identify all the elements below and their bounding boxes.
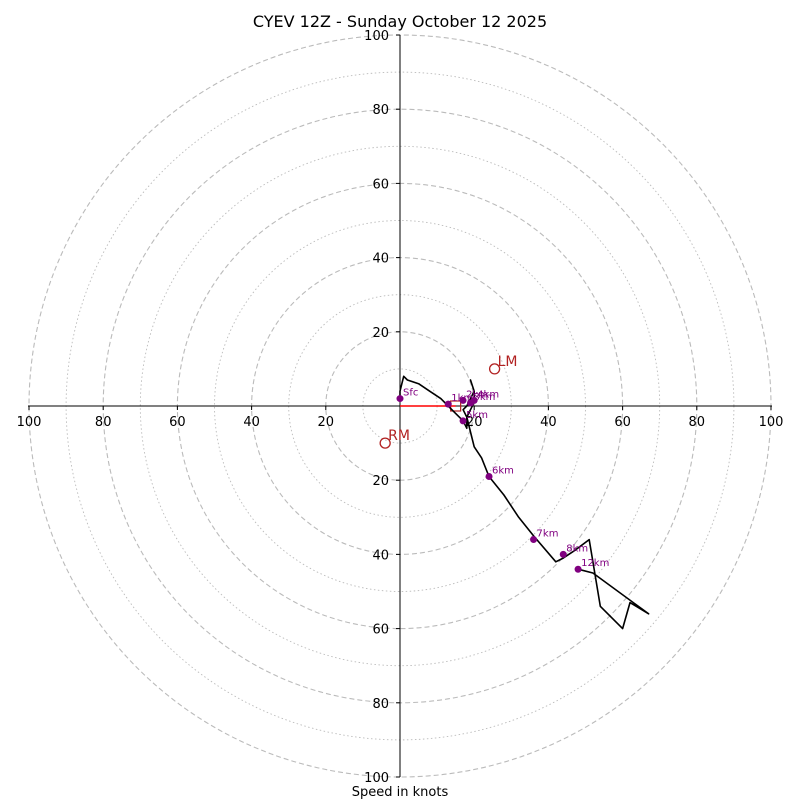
height-marker-label: 3km	[473, 392, 495, 403]
hodograph-trace	[399, 375, 650, 630]
height-marker-label: Sfc	[403, 388, 418, 399]
x-tick-label: 60	[614, 415, 631, 430]
x-tick-label: 60	[169, 415, 186, 430]
storm-motion-marker	[379, 437, 391, 449]
height-marker	[559, 550, 567, 558]
hodograph-trace-group	[399, 375, 650, 630]
x-tick-label: 40	[540, 415, 557, 430]
x-tick-label: 80	[689, 415, 706, 430]
height-marker	[444, 400, 452, 408]
height-marker	[396, 395, 404, 403]
y-tick-label: 40	[372, 252, 389, 267]
y-tick-label: 100	[364, 771, 389, 786]
x-tick-label: 100	[759, 415, 784, 430]
height-marker	[470, 396, 478, 404]
y-tick-label: 100	[364, 29, 389, 44]
y-tick-label: 80	[372, 103, 389, 118]
height-marker-label: 12km	[581, 558, 609, 569]
height-marker	[459, 396, 467, 404]
y-tick-label: 40	[372, 548, 389, 563]
height-marker	[459, 417, 467, 425]
y-tick-label: 60	[372, 623, 389, 638]
x-tick-label: 80	[95, 415, 112, 430]
x-tick-labels: 100 80 60 40 20 20 40 60 80 100	[17, 406, 784, 430]
height-marker	[530, 536, 538, 544]
height-marker-label: 5km	[466, 410, 488, 421]
y-tick-label: 60	[372, 177, 389, 192]
height-marker-label: 8km	[566, 543, 588, 554]
height-marker	[485, 472, 493, 480]
x-tick-label: 40	[243, 415, 260, 430]
chart-title: CYEV 12Z - Sunday October 12 2025	[253, 12, 547, 31]
storm-motion-label: RM	[388, 428, 410, 444]
height-markers: Sfc1km2km3km4km5km6km7km8km12km	[396, 388, 609, 573]
height-marker-label: 6km	[492, 465, 514, 476]
storm-motion-label: LM	[498, 354, 518, 370]
height-marker-label: 4km	[477, 389, 499, 400]
x-axis-label: Speed in knots	[352, 785, 449, 800]
x-tick-label: 100	[17, 415, 42, 430]
x-tick-label: 20	[466, 415, 483, 430]
y-tick-label: 80	[372, 697, 389, 712]
y-tick-label: 20	[372, 474, 389, 489]
x-tick-label: 20	[318, 415, 335, 430]
height-marker	[574, 565, 582, 573]
storm-motion-marker	[488, 363, 501, 375]
storm-motion-markers: LM RM	[379, 354, 518, 449]
y-tick-labels: 20 20 40 40 60 60 80 80 100 100	[364, 29, 400, 786]
height-marker-label: 7km	[537, 529, 559, 540]
height-marker-label: 2km	[466, 389, 488, 400]
y-tick-label: 20	[372, 326, 389, 341]
